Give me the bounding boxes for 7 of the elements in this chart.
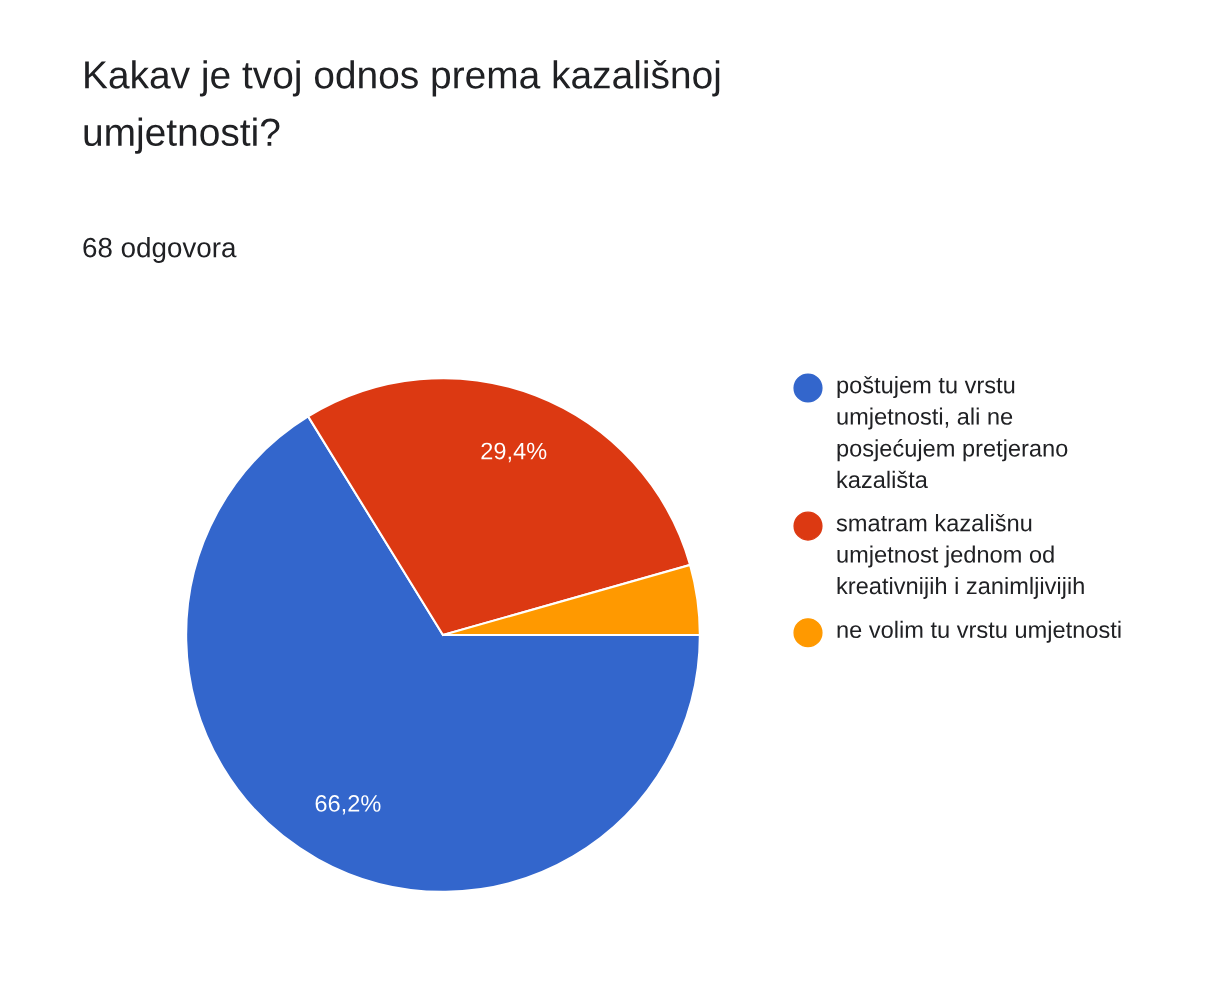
data-label: 66,2% [315,795,381,815]
legend-label: poštujem tu vrstu umjetnosti, ali ne posjećujem pretjerano kazališta [837,376,1068,489]
chart-subtitle: 68 odgovora [83,237,237,263]
data-label: 29,4% [481,442,547,463]
legend-label: smatram kazališnu umjetnost jednom od kreativnijih i zanimljivijih [836,513,1084,599]
chart-title: Kakav je tvoj odnos prema kazališnoj umjetnosti? [84,60,720,154]
legend-label: ne volim tu vrstu umjetnosti [837,620,1121,643]
